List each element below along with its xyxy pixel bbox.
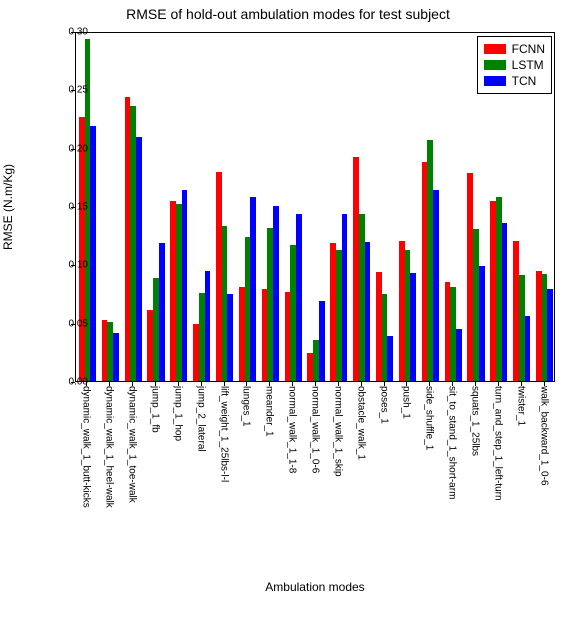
x-tick-mark — [315, 382, 316, 386]
bar — [365, 242, 371, 381]
bar — [525, 316, 531, 381]
x-tick-label: normal_walk_1_skip — [332, 386, 343, 477]
y-tick-label: 0.05 — [38, 318, 88, 329]
x-tick-label: normal_walk_1_0-6 — [310, 386, 321, 473]
legend-swatch — [484, 76, 506, 86]
bar — [456, 329, 462, 381]
bar — [342, 214, 348, 381]
x-tick-mark — [246, 382, 247, 386]
x-tick-label: squats_1_25lbs — [470, 386, 481, 456]
x-tick-label: twister_1 — [515, 386, 526, 426]
y-tick-mark — [71, 324, 75, 325]
x-tick-label: turn_and_step_1_left-turn — [492, 386, 503, 501]
bar — [296, 214, 302, 381]
y-axis-label: RMSE (N.m/Kg) — [1, 164, 15, 250]
bar — [250, 197, 256, 381]
legend-swatch — [484, 60, 506, 70]
bar — [90, 126, 96, 381]
x-tick-label: push_1 — [401, 386, 412, 419]
x-tick-mark — [475, 382, 476, 386]
x-tick-mark — [178, 382, 179, 386]
y-tick-mark — [71, 32, 75, 33]
y-tick-mark — [71, 382, 75, 383]
bar — [113, 333, 119, 381]
y-tick-label: 0.30 — [38, 27, 88, 38]
legend-item: FCNN — [484, 41, 545, 57]
legend-swatch — [484, 44, 506, 54]
x-tick-mark — [429, 382, 430, 386]
bar — [547, 289, 553, 381]
bar — [319, 301, 325, 381]
bar — [502, 223, 508, 381]
x-tick-mark — [292, 382, 293, 386]
legend-label: FCNN — [512, 41, 545, 57]
chart-title: RMSE of hold-out ambulation modes for te… — [0, 6, 576, 22]
x-tick-label: dynamic_walk_1_butt-kicks — [81, 386, 92, 508]
bar — [410, 273, 416, 381]
x-tick-label: jump_1_hop — [172, 386, 183, 441]
x-tick-label: meander_1 — [264, 386, 275, 437]
y-tick-label: 0.20 — [38, 143, 88, 154]
x-tick-label: dynamic_walk_1_heel-walk — [104, 386, 115, 508]
y-tick-label: 0.25 — [38, 85, 88, 96]
legend-item: TCN — [484, 73, 545, 89]
x-axis-label: Ambulation modes — [75, 580, 555, 594]
x-tick-label: normal_walk_1_1-8 — [287, 386, 298, 473]
legend-item: LSTM — [484, 57, 545, 73]
x-tick-mark — [224, 382, 225, 386]
legend: FCNN LSTM TCN — [477, 36, 552, 94]
x-tick-mark — [406, 382, 407, 386]
bar — [182, 190, 188, 381]
y-tick-mark — [71, 90, 75, 91]
x-tick-mark — [498, 382, 499, 386]
x-tick-mark — [86, 382, 87, 386]
bar — [159, 243, 165, 381]
y-tick-label: 0.15 — [38, 202, 88, 213]
x-tick-label: poses_1 — [378, 386, 389, 424]
x-tick-label: side_shuffle_1 — [424, 386, 435, 450]
x-tick-label: dynamic_walk_1_toe-walk — [127, 386, 138, 503]
y-tick-mark — [71, 149, 75, 150]
x-tick-label: walk_backward_1_0-6 — [538, 386, 549, 486]
y-tick-label: 0.10 — [38, 260, 88, 271]
bar — [387, 336, 393, 381]
x-tick-mark — [452, 382, 453, 386]
x-tick-mark — [384, 382, 385, 386]
x-tick-mark — [132, 382, 133, 386]
bar — [205, 271, 211, 381]
x-tick-mark — [109, 382, 110, 386]
figure: RMSE of hold-out ambulation modes for te… — [0, 0, 576, 630]
y-tick-mark — [71, 265, 75, 266]
legend-label: TCN — [512, 73, 537, 89]
x-tick-mark — [201, 382, 202, 386]
y-tick-mark — [71, 207, 75, 208]
bar — [433, 190, 439, 381]
x-tick-label: lift_weight_1_25lbs-l-l — [218, 386, 229, 482]
legend-label: LSTM — [512, 57, 544, 73]
bar — [479, 266, 485, 381]
bar — [227, 294, 233, 381]
x-tick-label: sit_to_stand_1_short-arm — [447, 386, 458, 499]
x-tick-label: obstacle_walk_1 — [355, 386, 366, 460]
x-tick-mark — [155, 382, 156, 386]
x-tick-mark — [361, 382, 362, 386]
bar — [273, 206, 279, 381]
x-tick-mark — [269, 382, 270, 386]
x-tick-mark — [338, 382, 339, 386]
x-tick-label: jump_2_lateral — [195, 386, 206, 452]
x-tick-label: jump_1_fb — [150, 386, 161, 433]
bar — [136, 137, 142, 381]
x-tick-mark — [544, 382, 545, 386]
x-tick-label: lunges_1 — [241, 386, 252, 427]
x-tick-mark — [521, 382, 522, 386]
